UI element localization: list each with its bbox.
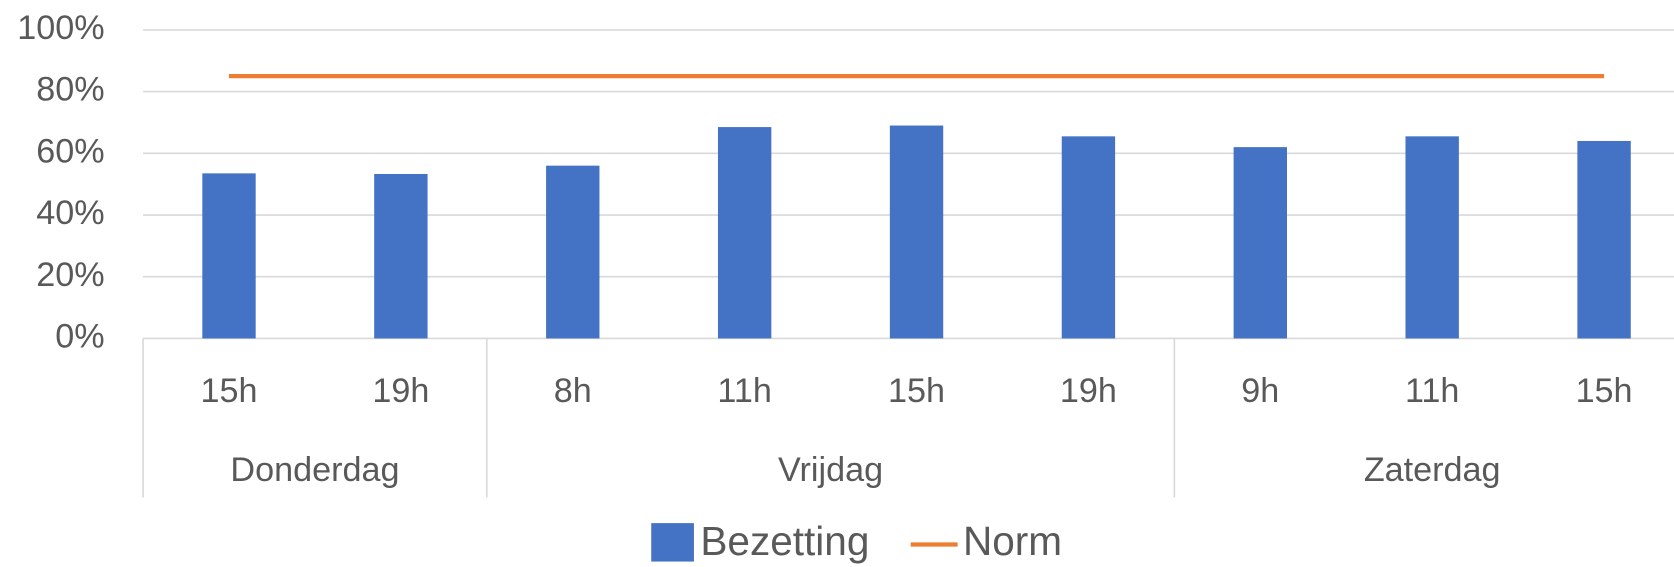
y-tick-label: 60% [36,132,104,170]
bar [1577,140,1631,339]
x-tick-label: 19h [372,372,429,410]
x-tick-label: 9h [1241,372,1279,410]
y-tick-label: 100% [17,9,104,47]
bar [889,125,944,339]
bar [717,127,772,339]
y-tick-label: 20% [36,256,104,294]
x-tick-label: 11h [1405,372,1459,410]
legend-label: Bezetting [700,518,869,564]
bar [546,165,600,339]
y-tick-label: 80% [36,71,104,109]
x-tick-label: 15h [201,372,258,410]
x-tick-label: 8h [554,372,592,410]
y-tick-label: 0% [55,317,104,355]
group-label: Zaterdag [1364,451,1501,489]
x-tick-label: 15h [888,372,945,410]
legend-swatch [651,523,694,562]
group-label: Vrijdag [778,451,883,489]
y-tick-label: 40% [36,194,104,232]
x-tick-label: 15h [1576,372,1633,410]
bar [1405,136,1459,339]
bar [202,173,256,339]
x-tick-label: 11h [717,372,771,410]
legend-label: Norm [963,518,1062,564]
x-tick-label: 19h [1060,372,1117,410]
bar [1061,136,1116,339]
bar [1233,147,1287,339]
group-label: Donderdag [230,451,399,489]
bar [374,173,428,339]
plot: 0% 20% 40% 60% 80% 100% 15h 19h 8h 11h 15h 19h 9h 11h… [17,9,1674,564]
